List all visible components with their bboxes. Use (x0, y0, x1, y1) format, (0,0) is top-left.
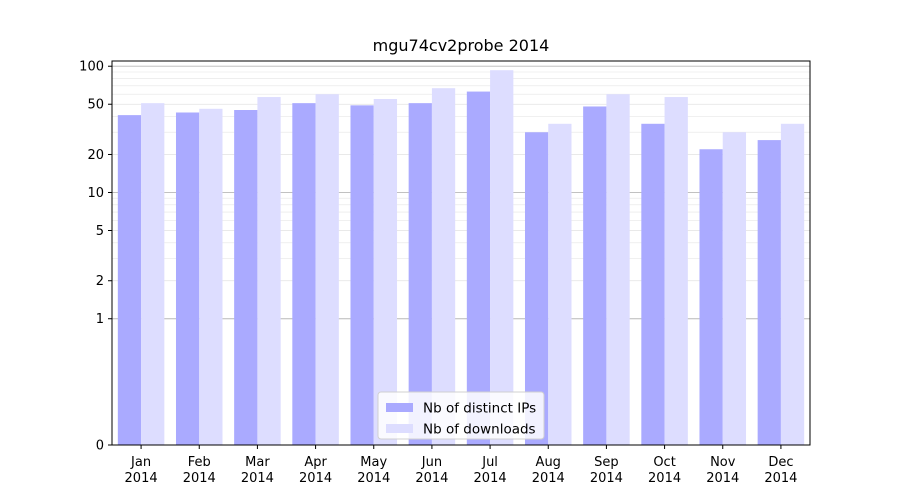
bar-downloads (199, 108, 223, 445)
x-tick-label: Jun 2014 (415, 455, 448, 486)
y-tick-label: 10 (87, 186, 104, 201)
bar-distinct-ips (699, 149, 723, 445)
x-tick-label: Jul 2014 (474, 455, 507, 486)
y-tick-label: 100 (79, 60, 104, 75)
x-tick-label: May 2014 (357, 455, 390, 486)
bar-downloads (315, 94, 339, 445)
x-tick-label: Oct 2014 (648, 455, 681, 486)
bar-downloads (490, 70, 514, 445)
bar-distinct-ips (757, 140, 781, 445)
y-tick-label: 50 (87, 98, 104, 113)
x-tick-label: Aug 2014 (532, 455, 565, 486)
bar-distinct-ips (234, 110, 258, 445)
legend-label: Nb of downloads (423, 422, 536, 438)
bar-downloads (141, 103, 165, 446)
y-tick-label: 1 (96, 312, 104, 327)
x-tick-label: Mar 2014 (241, 455, 274, 486)
chart-title: mgu74cv2probe 2014 (373, 36, 550, 55)
legend-box (377, 391, 545, 440)
bars (117, 70, 805, 446)
bar-distinct-ips (408, 103, 432, 446)
legend-swatch (386, 403, 413, 412)
y-tick-label: 2 (96, 274, 104, 289)
bar-distinct-ips (641, 123, 665, 445)
x-tick-label: Jan 2014 (125, 455, 158, 486)
x-tick-label: Nov 2014 (706, 455, 739, 486)
bar-downloads (606, 94, 630, 445)
bar-distinct-ips (350, 105, 374, 445)
bar-distinct-ips (117, 115, 142, 446)
y-tick-label: 20 (87, 148, 104, 163)
x-tick-label: Sep 2014 (590, 455, 623, 486)
x-axis: Jan 2014 Feb 2014 Mar 2014 Apr 2014 May 2014 Jun 20… (125, 445, 797, 486)
bar-distinct-ips (175, 112, 200, 446)
y-tick-label: 0 (96, 439, 104, 454)
bar-downloads (722, 132, 747, 445)
plot-frame (111, 60, 811, 446)
bar-distinct-ips (292, 103, 316, 446)
x-tick-label: Feb 2014 (183, 455, 216, 486)
legend-swatch (386, 424, 413, 433)
legend-label: Nb of distinct IPs (423, 401, 536, 417)
legend: Nb of distinct IPs Nb of downloads (377, 391, 545, 440)
y-axis: 0 1 2 5 10 20 50 100 (79, 60, 112, 454)
bar-downloads (664, 97, 688, 446)
bar-distinct-ips (466, 91, 491, 445)
x-tick-label: Apr 2014 (299, 455, 332, 486)
bar-downloads (548, 123, 572, 445)
bar-downloads (780, 123, 805, 445)
x-tick-label: Dec 2014 (764, 455, 797, 486)
grid-lines (112, 65, 810, 320)
bar-distinct-ips (524, 132, 549, 445)
bar-downloads (431, 88, 456, 445)
bar-downloads (373, 99, 398, 445)
y-tick-label: 5 (96, 224, 104, 239)
bar-distinct-ips (583, 106, 607, 445)
bar-downloads (257, 97, 281, 446)
